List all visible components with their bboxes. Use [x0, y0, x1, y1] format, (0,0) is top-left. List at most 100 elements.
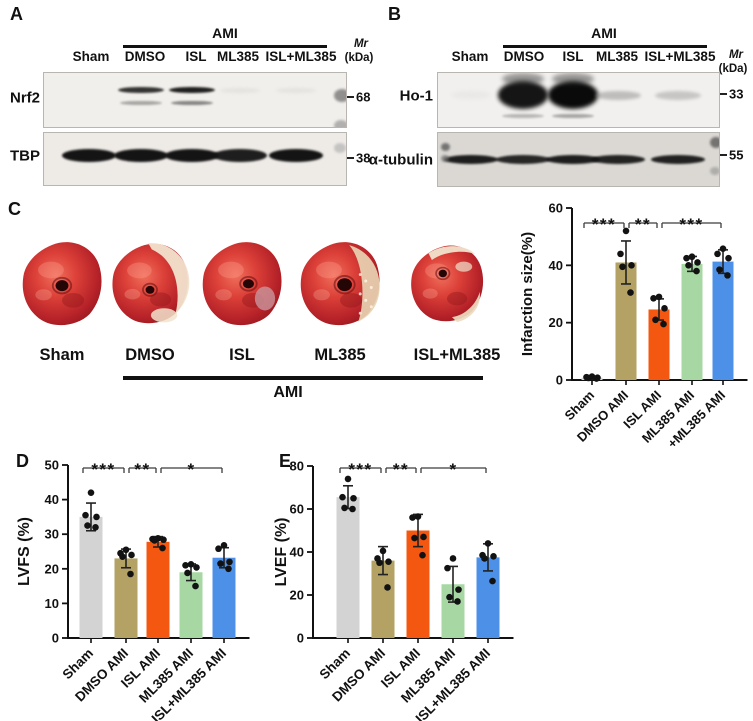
heart-lumen-rim: [333, 275, 356, 295]
heart-lumen: [55, 280, 69, 292]
data-point: [593, 375, 600, 382]
y-tick-label: 60: [549, 201, 563, 216]
protein-band: [220, 87, 260, 93]
data-point: [379, 547, 387, 555]
marker-dash: [720, 154, 727, 156]
bar-ml385-ami: [681, 263, 703, 380]
protein-band: [548, 81, 598, 109]
protein-band: [655, 90, 701, 100]
protein-band: [441, 143, 450, 151]
heart-lumen: [337, 278, 352, 292]
data-point: [84, 522, 91, 529]
y-tick-label: 50: [45, 458, 59, 473]
data-point: [724, 272, 731, 279]
data-point: [215, 545, 222, 553]
y-tick-label: 20: [45, 561, 59, 576]
group-label-ami: AMI: [591, 25, 617, 41]
data-point: [182, 562, 189, 569]
panel-b-letter: B: [388, 4, 401, 24]
infarct-region: [349, 245, 380, 322]
heart-highlight: [313, 289, 330, 301]
data-point: [376, 559, 383, 567]
sig-stars: *: [187, 460, 195, 479]
bar-sham: [79, 516, 103, 638]
y-tick-label: 40: [549, 258, 563, 273]
data-point: [344, 475, 352, 483]
heart-lumen: [145, 286, 155, 295]
ami-underline: [123, 376, 483, 380]
heart-highlight: [35, 289, 52, 301]
data-point: [627, 289, 634, 296]
marker-dash: [347, 96, 354, 98]
panel-d-letter: D: [16, 451, 29, 471]
data-point: [652, 316, 659, 324]
infarct-region: [452, 292, 480, 323]
bar-dmso-ami: [371, 560, 395, 638]
y-tick-label: 40: [290, 545, 304, 560]
data-point: [489, 577, 496, 585]
heart-highlight: [124, 289, 141, 300]
y-axis-title: Infarction size(%): [519, 232, 536, 356]
heart-highlight: [218, 261, 244, 279]
bar-dmso-ami: [114, 558, 138, 638]
protein-band: [502, 73, 544, 85]
data-point: [455, 586, 462, 593]
sig-stars: ***: [679, 215, 703, 234]
group-label-ami: AMI: [212, 25, 238, 41]
data-point: [159, 544, 166, 552]
data-point: [683, 254, 690, 262]
data-point: [693, 267, 700, 275]
data-point: [449, 555, 457, 562]
heart-shadow: [447, 292, 468, 306]
marker-dash: [347, 157, 354, 159]
mr-label: Mr: [728, 49, 744, 61]
data-point: [481, 555, 488, 562]
data-point: [688, 253, 696, 261]
lane-label-isl+ml385: ISL+ML385: [265, 49, 337, 64]
sig-stars: **: [393, 460, 409, 479]
data-point: [694, 259, 701, 266]
data-point: [714, 250, 721, 258]
protein-band: [169, 86, 215, 94]
data-point: [184, 569, 191, 577]
data-point: [628, 262, 635, 269]
marker-dash: [720, 93, 727, 95]
protein-label-nrf2: Nrf2: [9, 89, 40, 107]
data-point: [350, 494, 357, 502]
membrane-ho-1: [437, 72, 720, 128]
protein-band: [334, 89, 346, 102]
lane-label-dmso: DMSO: [124, 49, 166, 64]
data-point: [454, 598, 461, 605]
bar-sham: [336, 497, 360, 638]
protein-band: [591, 154, 645, 164]
y-axis-title: LVFS (%): [16, 517, 33, 586]
protein-band: [213, 148, 267, 162]
data-point: [719, 245, 727, 253]
data-point: [93, 513, 100, 521]
data-point: [585, 374, 592, 382]
protein-band: [276, 87, 316, 93]
data-point: [411, 534, 418, 542]
heart-highlight: [316, 261, 342, 279]
kda-label: (kDa): [344, 52, 374, 64]
y-tick-label: 20: [549, 315, 563, 330]
bar-ml385-ami: [179, 572, 203, 638]
panel-a-letter: A: [10, 4, 23, 24]
sig-stars: ***: [348, 460, 372, 479]
lane-label-isl: ISL: [562, 49, 584, 64]
protein-label-ho-1: Ho-1: [399, 87, 433, 105]
group-label-ami: AMI: [273, 384, 303, 401]
data-point: [444, 564, 451, 572]
y-tick-label: 0: [297, 631, 304, 646]
membrane-tbp: [43, 132, 347, 186]
y-tick-label: 20: [290, 588, 304, 603]
data-point: [685, 262, 692, 269]
data-point: [409, 514, 416, 521]
lane-label-isl: ISL: [185, 49, 207, 64]
y-tick-label: 80: [290, 459, 304, 474]
heart-highlight: [38, 261, 64, 279]
heart-highlight: [422, 289, 438, 300]
data-point: [341, 504, 348, 512]
y-tick-label: 60: [290, 502, 304, 517]
data-point: [151, 537, 158, 544]
